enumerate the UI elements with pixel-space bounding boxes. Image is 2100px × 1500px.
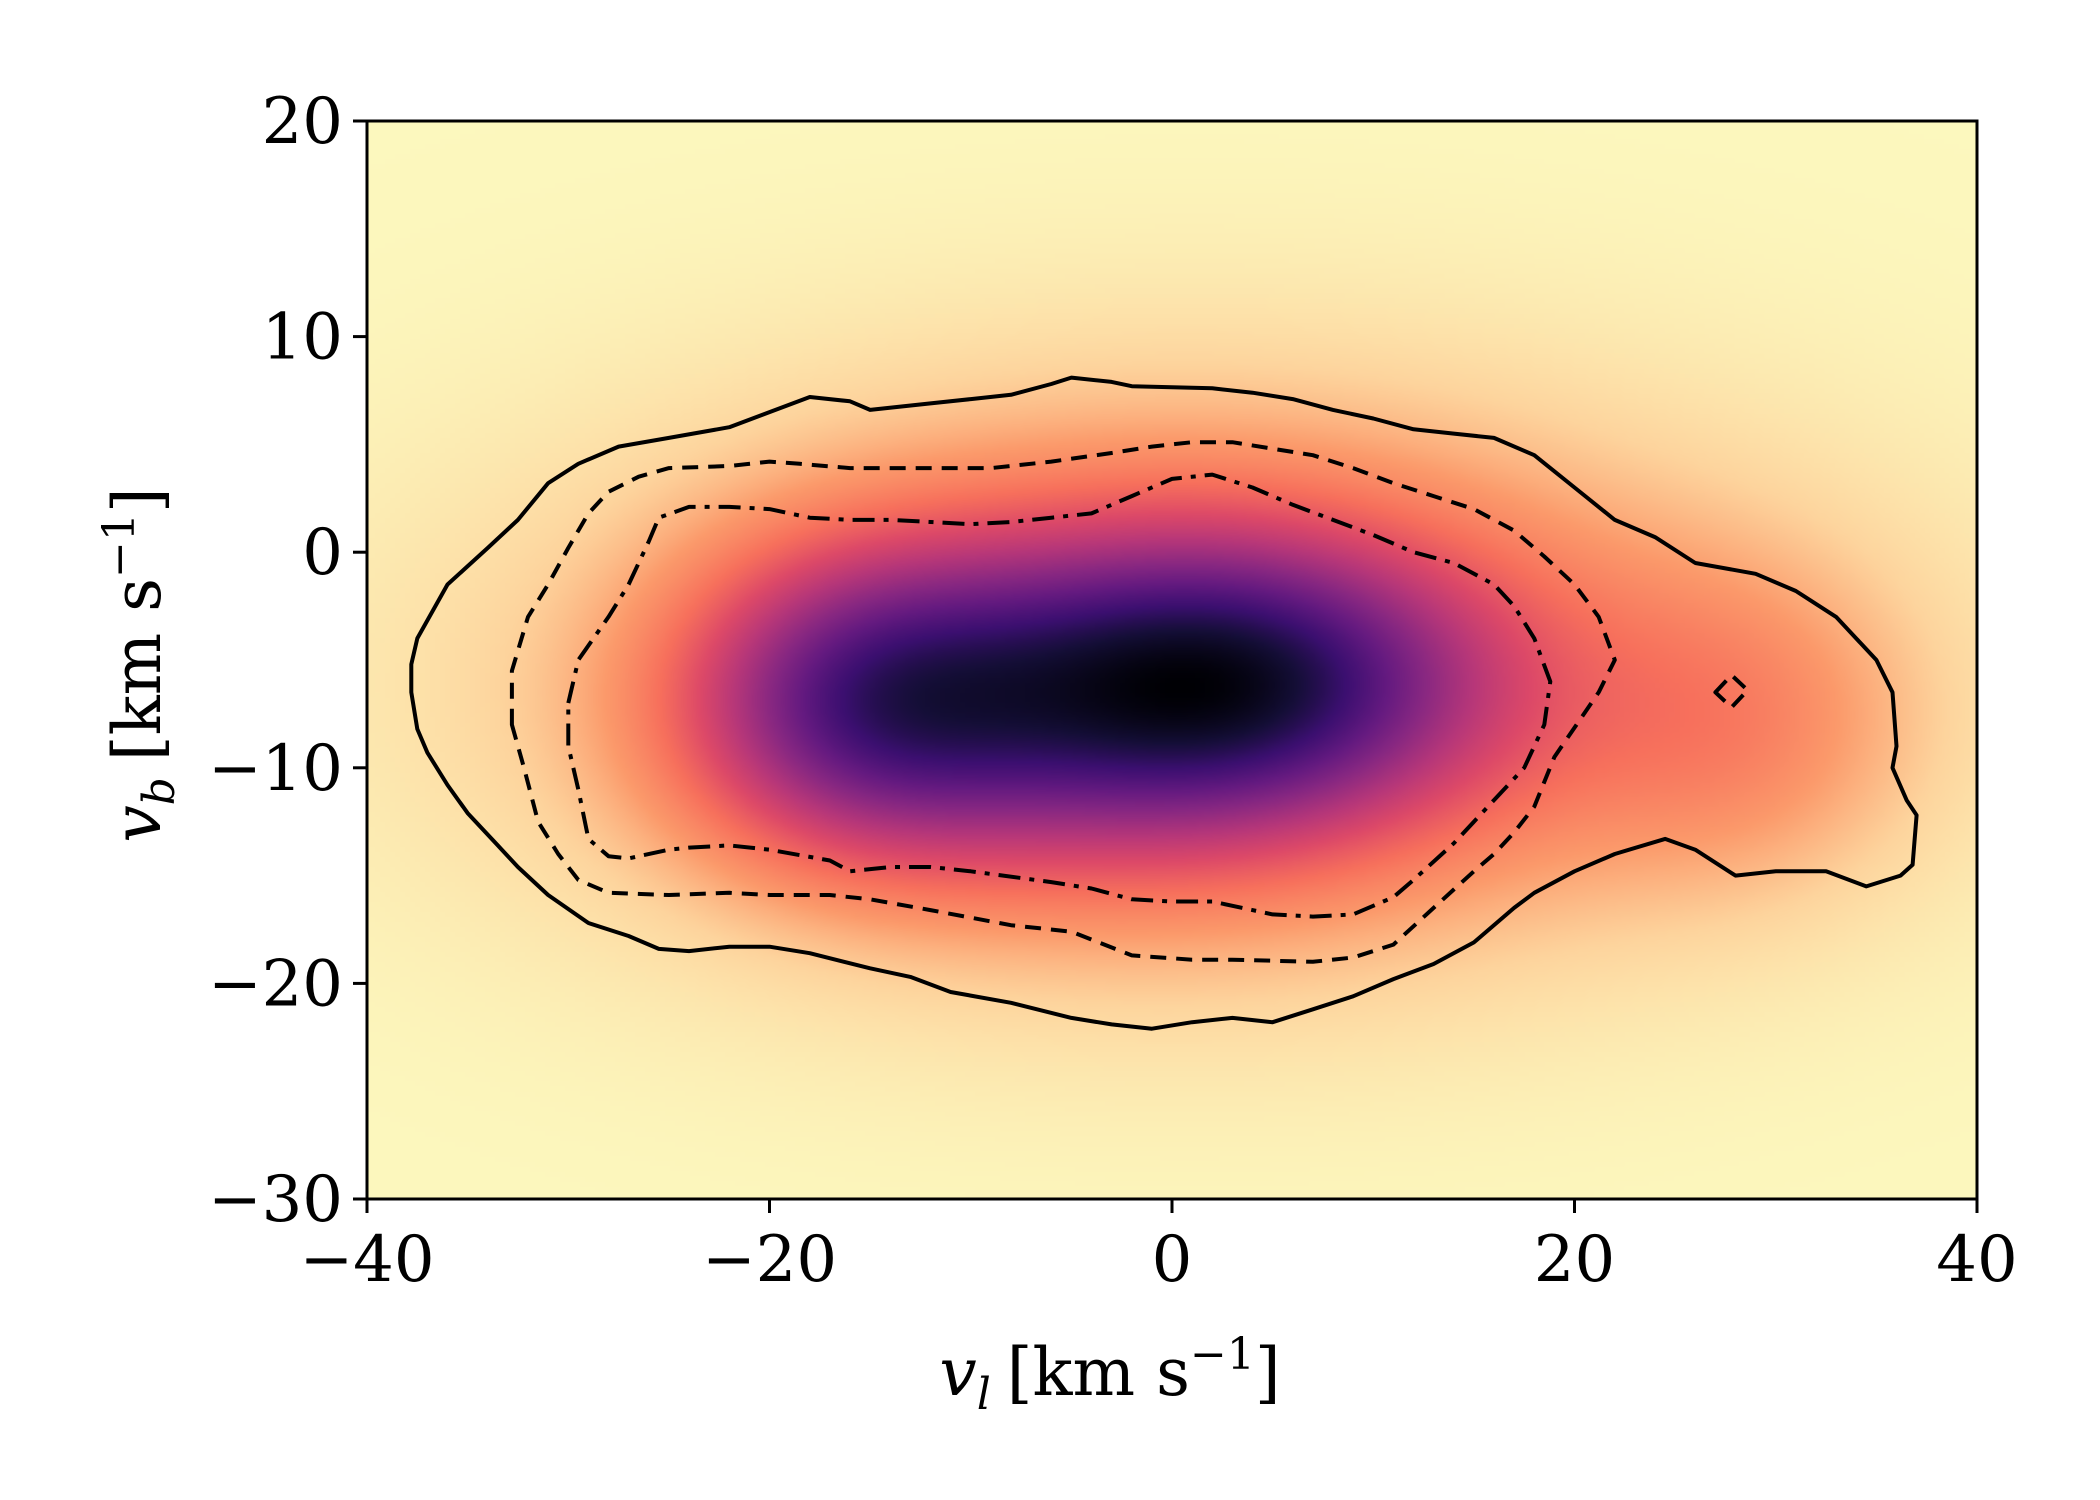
- contour-dashed-island: [1713, 673, 1750, 710]
- y-tick-label: 10: [262, 301, 343, 375]
- x-label-exp: −1: [1190, 1329, 1255, 1380]
- x-label-unit: [km s: [1007, 1334, 1190, 1411]
- y-axis-ticks: −30 −20 −10 0 10 20: [208, 85, 367, 1237]
- x-label-var: v: [939, 1334, 976, 1411]
- contour-solid-outer: [409, 375, 1919, 1031]
- x-label-sub: l: [977, 1369, 991, 1420]
- heatmap-image-holder: [367, 121, 1977, 1199]
- contour-lines: [409, 375, 1919, 1031]
- y-tick-label: −10: [208, 732, 343, 806]
- y-tick-label: 0: [302, 516, 343, 590]
- y-tick-label: −20: [208, 947, 343, 1021]
- y-label-sub: b: [134, 777, 185, 805]
- y-label-unit: [km s: [99, 578, 176, 761]
- y-label-var: v: [99, 805, 176, 842]
- x-tick-label: 0: [1152, 1223, 1193, 1297]
- x-tick-label: 40: [1936, 1223, 2017, 1297]
- y-label-close: ]: [99, 487, 176, 513]
- y-tick-label: 20: [262, 85, 343, 159]
- x-tick-label: −20: [702, 1223, 837, 1297]
- y-axis-label: vb [km s−1]: [94, 487, 185, 842]
- density-heatmap: [367, 121, 1977, 1199]
- y-tick-label: −30: [208, 1163, 343, 1237]
- x-axis-ticks: −40 −20 0 20 40: [299, 1199, 2018, 1297]
- x-axis-label: vl [km s−1]: [939, 1329, 1280, 1420]
- x-tick-label: −40: [299, 1223, 434, 1297]
- y-label-exp: −1: [94, 513, 145, 578]
- x-tick-label: 20: [1534, 1223, 1615, 1297]
- contour-dashdot-inner: [566, 472, 1553, 919]
- x-label-close: ]: [1255, 1334, 1281, 1411]
- contour-dashed: [509, 440, 1617, 964]
